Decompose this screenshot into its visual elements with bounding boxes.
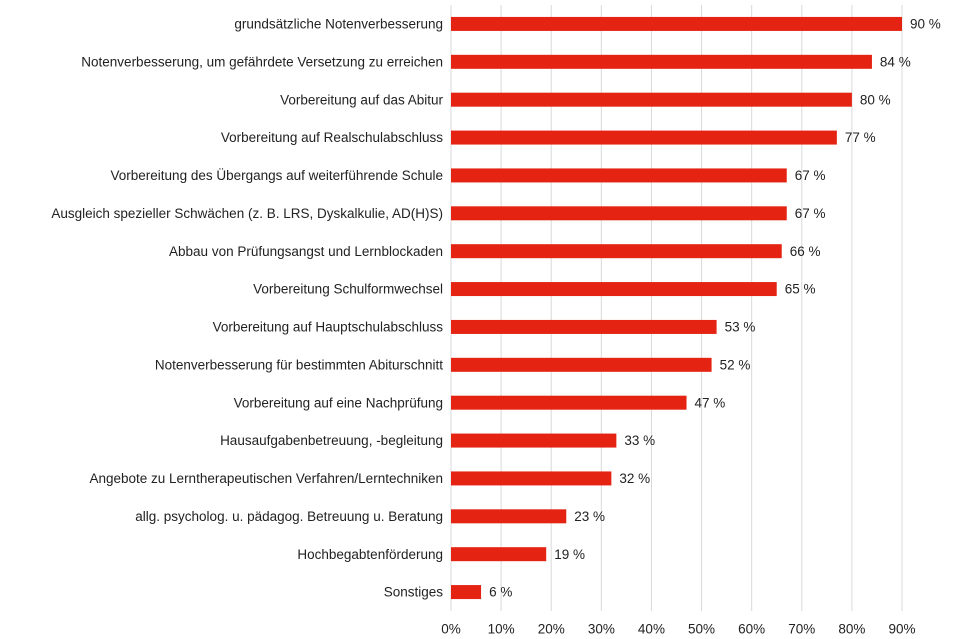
x-tick-label: 30% bbox=[588, 622, 615, 637]
x-tick-label: 80% bbox=[838, 622, 865, 637]
value-label: 52 % bbox=[720, 357, 751, 372]
bar bbox=[451, 357, 712, 372]
category-label: Hochbegabtenförderung bbox=[297, 547, 443, 562]
bar bbox=[451, 244, 782, 259]
bar bbox=[451, 54, 872, 69]
x-tick-label: 0% bbox=[441, 622, 461, 637]
value-label: 80 % bbox=[860, 92, 891, 107]
bar bbox=[451, 395, 687, 410]
value-label: 23 % bbox=[574, 509, 605, 524]
bar bbox=[451, 282, 777, 297]
bar bbox=[451, 319, 717, 334]
category-label: Notenverbesserung für bestimmten Abiturs… bbox=[155, 357, 443, 372]
value-label: 53 % bbox=[725, 320, 756, 335]
category-label: Vorbereitung auf eine Nachprüfung bbox=[234, 395, 443, 410]
bar bbox=[451, 471, 612, 486]
x-tick-label: 90% bbox=[888, 622, 915, 637]
bar bbox=[451, 92, 852, 107]
category-label: grundsätzliche Notenverbesserung bbox=[234, 17, 443, 32]
value-label: 66 % bbox=[790, 244, 821, 259]
x-tick-label: 70% bbox=[788, 622, 815, 637]
value-label: 77 % bbox=[845, 130, 876, 145]
x-tick-label: 60% bbox=[738, 622, 765, 637]
category-label: Vorbereitung auf Hauptschulabschluss bbox=[213, 320, 444, 335]
category-label: Notenverbesserung, um gefährdete Versetz… bbox=[81, 54, 443, 69]
bar bbox=[451, 585, 482, 600]
value-label: 6 % bbox=[489, 585, 512, 600]
value-label: 33 % bbox=[624, 433, 655, 448]
value-label: 67 % bbox=[795, 206, 826, 221]
value-label: 84 % bbox=[880, 54, 911, 69]
value-label: 90 % bbox=[910, 17, 941, 32]
x-tick-label: 10% bbox=[488, 622, 515, 637]
bar bbox=[451, 547, 547, 562]
category-label: allg. psycholog. u. pädagog. Betreuung u… bbox=[135, 509, 443, 524]
value-label: 67 % bbox=[795, 168, 826, 183]
category-label: Abbau von Prüfungsangst und Lernblockade… bbox=[169, 244, 443, 259]
bar bbox=[451, 206, 787, 221]
x-tick-label: 20% bbox=[538, 622, 565, 637]
category-label: Vorbereitung auf Realschulabschluss bbox=[221, 130, 443, 145]
category-label: Hausaufgabenbetreuung, -begleitung bbox=[220, 433, 443, 448]
x-tick-label: 50% bbox=[688, 622, 715, 637]
category-label: Vorbereitung auf das Abitur bbox=[280, 92, 443, 107]
category-label: Vorbereitung Schulformwechsel bbox=[253, 282, 443, 297]
category-label: Ausgleich spezieller Schwächen (z. B. LR… bbox=[51, 206, 443, 221]
bar bbox=[451, 130, 837, 145]
bar bbox=[451, 168, 787, 183]
value-label: 47 % bbox=[695, 395, 726, 410]
bar bbox=[451, 16, 902, 31]
value-label: 19 % bbox=[554, 547, 585, 562]
category-label: Vorbereitung des Übergangs auf weiterfüh… bbox=[111, 168, 443, 183]
value-label: 65 % bbox=[785, 282, 816, 297]
bar bbox=[451, 433, 617, 448]
category-label: Sonstiges bbox=[384, 585, 444, 600]
x-tick-label: 40% bbox=[638, 622, 665, 637]
category-label: Angebote zu Lerntherapeutischen Verfahre… bbox=[89, 471, 443, 486]
bar bbox=[451, 509, 567, 524]
value-label: 32 % bbox=[619, 471, 650, 486]
